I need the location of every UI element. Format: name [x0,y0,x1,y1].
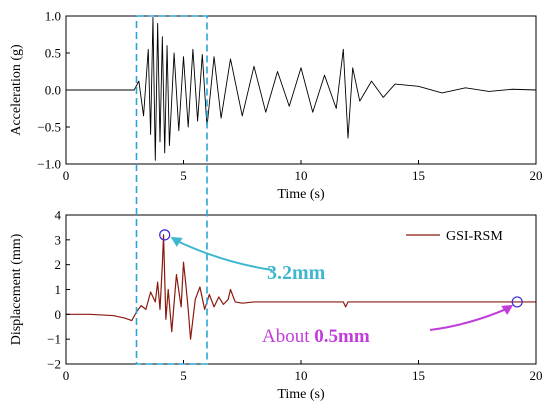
peak-annotation-label: 3.2mm [267,262,326,284]
residual-annotation-label: About 0.5mm [262,326,370,347]
y-axis-label: Displacement (mm) [9,233,24,345]
residual-marker-circle [511,296,523,308]
residual-arrow-head [501,304,514,315]
y-tick-label: 2 [55,257,62,272]
residual-annotation-prefix: About [262,326,314,347]
y-tick-label: 0 [55,307,62,322]
y-tick-label: 3 [55,232,62,247]
x-axis-label: Time (s) [277,187,325,202]
y-tick-label: −1.0 [37,157,61,172]
x-tick-label: 0 [63,368,70,383]
y-tick-label: −1 [47,332,61,347]
y-tick-label: 0.5 [45,46,61,61]
peak-marker-circle [159,229,171,241]
x-axis-label: Time (s) [277,387,325,402]
y-tick-label: 1 [55,282,62,297]
x-tick-label: 5 [180,168,187,183]
y-axis-label: Acceleration (g) [9,44,24,136]
x-tick-label: 10 [295,168,308,183]
annotation-overlay: 3.2mm About 0.5mm [135,15,523,365]
peak-arrow-head [170,236,183,247]
highlight-window-box [135,15,208,365]
x-tick-label: 0 [63,168,70,183]
y-tick-label: 4 [55,208,62,223]
series-line-0-0 [66,17,537,161]
displacement-panel: 0 5 10 15 20 −2 −1 0 1 2 3 4 Time (s) Displacement (m… [9,208,543,403]
peak-arrow-line [172,237,273,271]
y-tick-label: −2 [47,357,61,372]
x-tick-label: 20 [530,168,543,183]
y-tick-label: −0.5 [37,120,61,135]
x-tick-label: 15 [412,368,425,383]
acceleration-panel: 0 5 10 15 20 −1.0 −0.5 0.0 0.5 1.0 Time (s) Acceler… [9,9,543,203]
x-tick-label: 5 [180,368,187,383]
y-tick-label: 1.0 [45,9,61,24]
legend-label: GSI-RSM [446,229,503,244]
residual-annotation-value: 0.5mm [314,326,370,347]
x-tick-label: 15 [412,168,425,183]
x-tick-label: 20 [530,368,543,383]
series-line-1-0 [66,234,536,340]
x-tick-label: 10 [295,368,308,383]
y-tick-label: 0.0 [45,83,61,98]
residual-arrow-line [429,306,512,331]
